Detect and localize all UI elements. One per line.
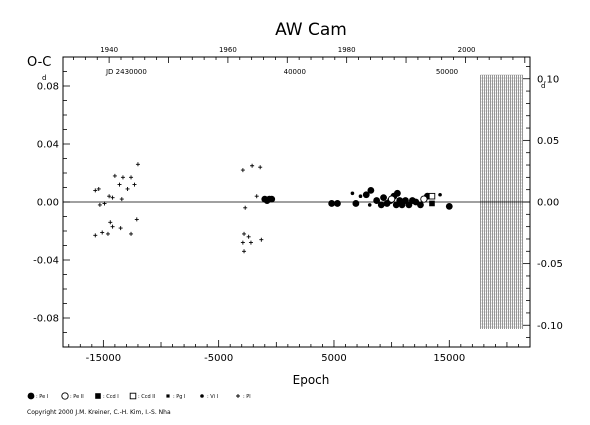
point-plus	[110, 195, 115, 200]
jd-label: JD 2430000	[105, 68, 147, 76]
point-filled-circle	[268, 195, 276, 203]
point-plus	[242, 249, 247, 254]
legend-marker-filled-square	[95, 393, 101, 399]
point-plus	[112, 173, 117, 178]
point-plus	[254, 194, 259, 199]
y-tick-label-right: 0.10	[537, 74, 559, 85]
point-small-circle	[358, 194, 363, 198]
point-filled-circle	[367, 187, 375, 194]
point-open-circle	[387, 195, 396, 203]
point-filled-circle	[328, 200, 336, 207]
x-tick-label: -5000	[204, 353, 233, 364]
point-plus	[129, 231, 134, 236]
legend-label: : Ccd I	[103, 394, 119, 400]
point-plus	[135, 162, 140, 167]
x-tick-label: 5000	[321, 353, 346, 364]
point-plus	[132, 182, 137, 187]
legend-label: : Vi I	[207, 394, 218, 400]
year-tick-label: 1940	[100, 46, 118, 54]
point-plus	[110, 224, 115, 229]
legend-marker-open-square	[129, 392, 137, 400]
y-tick-label-left: 0.04	[37, 140, 59, 151]
point-plus	[125, 186, 130, 191]
legend-label: : Pe I	[36, 394, 48, 400]
y-tick-label-right: -0.05	[537, 259, 563, 270]
y-tick-label-right: 0.00	[537, 198, 559, 209]
y-tick-label-right: -0.10	[537, 321, 563, 332]
point-small-circle	[438, 192, 442, 197]
point-plus	[134, 217, 139, 222]
point-plus	[240, 168, 245, 173]
point-filled-circle	[377, 201, 385, 209]
legend-label: : Pe II	[70, 394, 84, 400]
y-tick-label-left: 0.00	[37, 198, 59, 209]
legend-marker-small-circle	[200, 394, 204, 398]
point-plus	[108, 220, 113, 225]
point-plus	[246, 234, 251, 239]
point-plus	[242, 231, 247, 236]
jd-label: 50000	[436, 68, 458, 76]
legend-label: : Pl	[243, 394, 251, 400]
year-tick-label: 2000	[458, 46, 476, 54]
point-plus	[105, 231, 110, 236]
point-plus	[259, 237, 264, 242]
y-axis-label: O-C	[27, 55, 51, 70]
point-plus	[93, 188, 98, 193]
point-plus	[240, 240, 245, 245]
x-axis-label: Epoch	[293, 373, 330, 387]
point-plus	[118, 226, 123, 231]
y-tick-label-left: 0.08	[37, 82, 59, 93]
data-points	[93, 162, 453, 254]
point-plus	[250, 163, 255, 168]
point-filled-circle	[393, 189, 401, 197]
point-plus	[243, 205, 248, 210]
legend-marker-open-circle	[61, 392, 69, 400]
year-tick-label: 1980	[338, 46, 356, 54]
point-plus	[107, 194, 112, 199]
chart-title: AW Cam	[275, 20, 347, 40]
legend-marker-filled-circle	[27, 392, 35, 400]
point-filled-circle	[417, 201, 424, 209]
year-tick-label: 1960	[219, 46, 237, 54]
y-tick-label-left: -0.08	[33, 314, 59, 325]
point-open-circle	[420, 195, 428, 203]
y-tick-label-right: 0.05	[537, 136, 559, 147]
point-plus	[102, 201, 107, 206]
point-filled-circle	[373, 197, 381, 204]
point-plus	[129, 175, 134, 180]
legend-marker-small-square	[166, 394, 170, 398]
point-filled-square	[429, 200, 435, 207]
point-plus	[258, 165, 263, 170]
tick-marks	[63, 56, 531, 348]
point-plus	[248, 240, 253, 245]
x-tick-label: -15000	[86, 353, 121, 364]
point-plus	[93, 233, 98, 238]
point-small-circle	[367, 203, 372, 207]
x-tick-label: 15000	[433, 353, 465, 364]
y-unit-mark-left: d	[42, 74, 46, 82]
jd-label: 40000	[284, 68, 306, 76]
point-filled-circle	[380, 194, 387, 202]
point-plus	[117, 182, 122, 187]
legend-marker-plus	[236, 394, 240, 398]
point-plus	[119, 197, 124, 202]
point-filled-circle	[362, 191, 370, 199]
legend-label: : Ccd II	[138, 394, 155, 400]
point-filled-circle	[334, 200, 341, 207]
y-tick-label-left: -0.04	[33, 256, 59, 267]
point-plus	[97, 202, 102, 207]
copyright-text: Copyright 2000 J.M. Kreiner, C.-H. Kim, …	[27, 409, 171, 416]
legend: : Pe I : Pe II : Ccd I : Ccd II : Pg I : Vi I…	[27, 392, 251, 400]
tick-labels: -15000 -5000 5000 15000 1940 1960 1980 2000 JD 2…	[33, 46, 563, 364]
point-filled-circle	[352, 200, 360, 207]
point-small-circle	[350, 191, 355, 196]
legend-label: : Pg I	[173, 394, 186, 400]
point-plus	[100, 230, 105, 235]
point-plus	[96, 186, 101, 191]
y-unit-mark-right: d	[541, 82, 545, 90]
point-plus	[120, 175, 125, 180]
point-filled-circle	[445, 202, 453, 210]
point-open-square	[428, 192, 436, 200]
